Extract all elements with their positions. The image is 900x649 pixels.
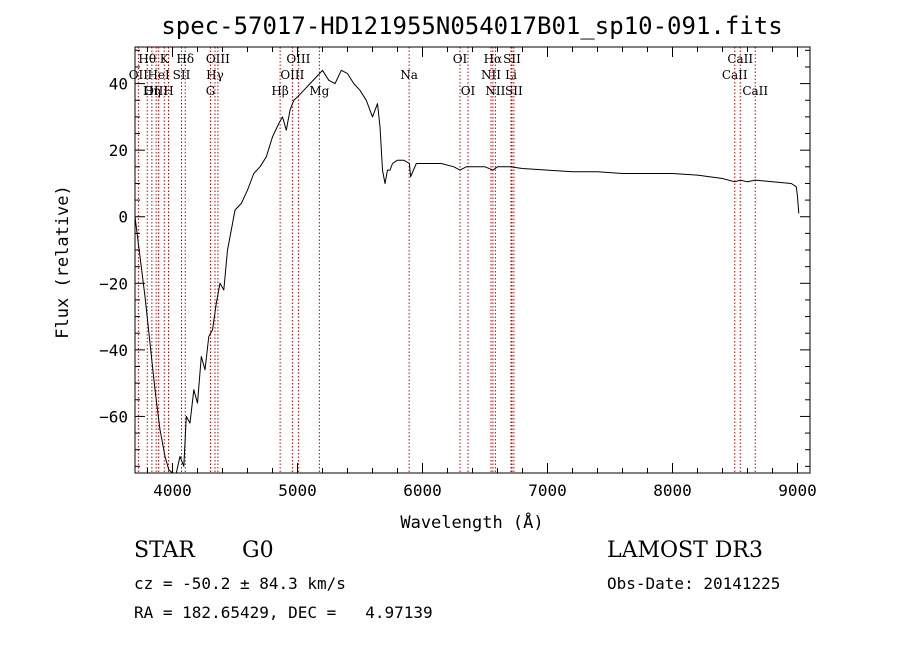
line-label-5: Hη <box>143 84 161 98</box>
x-tick-label: 6000 <box>403 481 442 500</box>
line-label-4: HeI <box>147 68 170 82</box>
axes: 4000 5000 6000 7000 8000 9000 −60 −40 −20 0 20 40 <box>99 46 817 500</box>
line-label-8: H <box>163 84 173 98</box>
x-tick-label: 5000 <box>278 481 317 500</box>
line-label-26: CaII <box>722 68 748 82</box>
y-tick-label: −60 <box>99 407 128 426</box>
emission-line-marks <box>137 47 756 473</box>
line-label-20: SII <box>503 52 521 66</box>
x-tick-label: 7000 <box>528 481 567 500</box>
y-tick-label: 40 <box>109 75 128 94</box>
line-label-22: Li <box>505 68 517 82</box>
line-label-18: OI <box>461 84 476 98</box>
line-label-27: CaII <box>742 84 768 98</box>
line-label-21: NII <box>481 68 501 82</box>
line-label-14: Hβ <box>271 84 288 98</box>
line-label-1: OII <box>129 68 149 82</box>
plot-frame <box>134 46 811 474</box>
line-label-13: OIII <box>280 68 304 82</box>
line-label-23: NII <box>485 84 505 98</box>
line-label-16: Na <box>400 68 418 82</box>
line-label-6: Hδ <box>176 52 194 66</box>
redshift-readout: cz = -50.2 ± 84.3 km/s <box>134 574 346 593</box>
y-tick-label: 0 <box>118 208 128 227</box>
y-tick-label: 20 <box>109 141 128 160</box>
coordinates-readout: RA = 182.65429, DEC = 4.97139 <box>134 603 433 622</box>
y-tick-label: −40 <box>99 341 128 360</box>
series-flux <box>134 69 800 474</box>
survey-name: LAMOST DR3 <box>607 538 763 563</box>
line-label-0: Hθ <box>138 52 156 66</box>
y-tick-label: −20 <box>99 274 128 293</box>
x-tick-label: 4000 <box>153 481 192 500</box>
x-axis-label: Wavelength (Å) <box>400 511 543 533</box>
chart-title: spec-57017-HD121955N054017B01_sp10-091.f… <box>161 12 782 40</box>
observation-date: Obs-Date: 20141225 <box>607 574 781 593</box>
line-label-24: SII <box>505 84 523 98</box>
line-label-10: Hγ <box>206 68 224 82</box>
object-class: STAR <box>134 538 195 563</box>
line-label-3: K <box>160 52 170 66</box>
line-label-17: OI <box>453 52 468 66</box>
line-label-2: OIII <box>144 84 168 98</box>
series-layer <box>134 69 800 474</box>
line-label-25: CaII <box>727 52 753 66</box>
line-label-12: OIII <box>286 52 310 66</box>
x-tick-label: 9000 <box>778 481 817 500</box>
line-label-9: OIII <box>206 52 230 66</box>
line-label-7: SII <box>173 68 191 82</box>
object-subclass: G0 <box>242 538 274 563</box>
line-label-19: Hα <box>484 52 503 66</box>
y-axis-label: Flux (relative) <box>53 185 73 339</box>
line-label-11: G <box>206 84 216 98</box>
line-label-15: Mg <box>309 84 329 98</box>
x-tick-label: 8000 <box>653 481 692 500</box>
